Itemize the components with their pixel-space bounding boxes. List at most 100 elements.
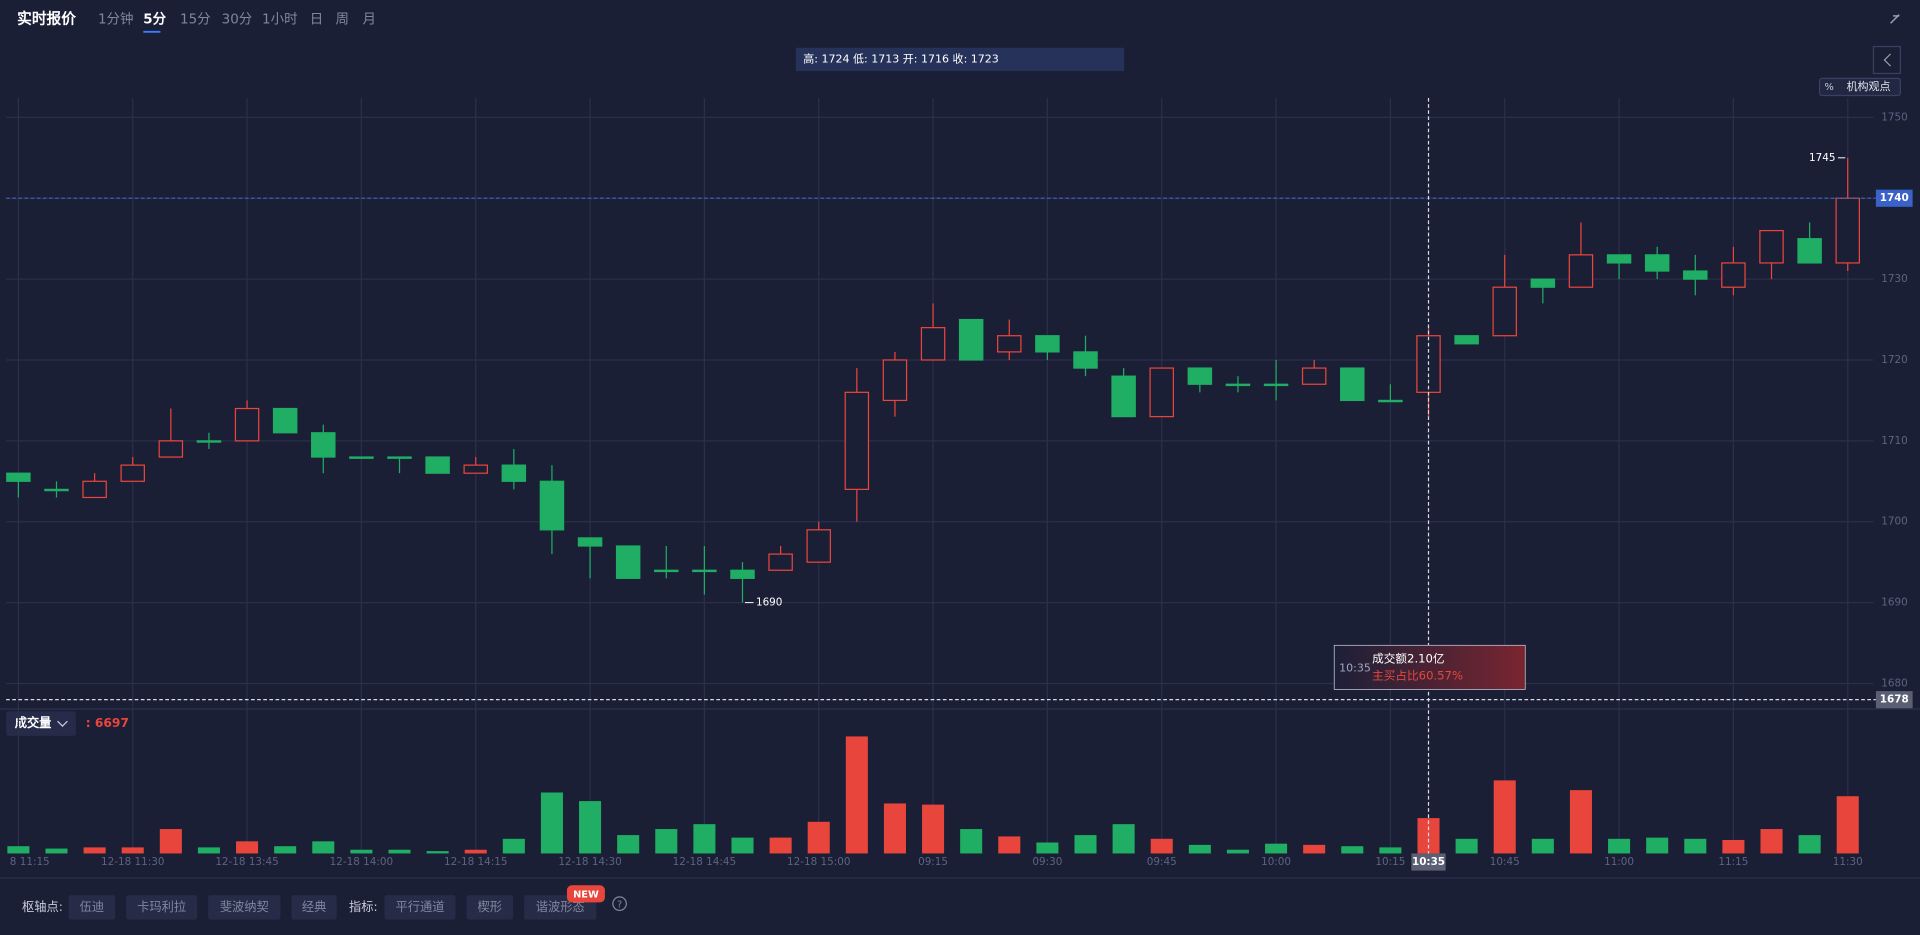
volume-bar xyxy=(83,847,106,854)
candle-body xyxy=(82,480,107,499)
candle-body xyxy=(1759,229,1784,264)
volume-bar xyxy=(159,829,182,854)
candle-body xyxy=(958,318,984,361)
volume-bar xyxy=(769,837,792,854)
candle-body xyxy=(501,464,527,482)
x-tick-label: 11:15 xyxy=(1718,856,1748,868)
x-tick-label: 09:15 xyxy=(918,856,948,868)
volume-bar xyxy=(731,837,754,854)
opinion-button[interactable] xyxy=(1818,77,1901,97)
button-label: 经典 xyxy=(302,900,326,914)
help-icon[interactable] xyxy=(612,896,627,912)
volume-bar xyxy=(845,736,868,854)
toolbar-button[interactable] xyxy=(291,895,337,920)
volume-bar xyxy=(1608,838,1631,854)
period-tab[interactable]: 1小时 xyxy=(262,12,297,28)
candle-body xyxy=(44,488,69,492)
volume-bar xyxy=(998,836,1021,854)
page-title: 实时报价 xyxy=(17,10,76,28)
collapse-icon[interactable] xyxy=(1890,14,1900,24)
chevron-icon xyxy=(1883,53,1892,67)
crosshair-x-label-bg xyxy=(1411,853,1446,871)
volume-bar xyxy=(197,847,220,854)
candle-body xyxy=(1606,254,1632,264)
x-tick-label: 11:30 xyxy=(1833,856,1863,868)
volume-bar xyxy=(236,841,259,854)
pivot-label: 枢轴点: xyxy=(22,899,63,914)
candle-body xyxy=(997,335,1022,353)
button-label: 斐波纳契 xyxy=(220,900,269,914)
x-tick-label: 09:45 xyxy=(1147,856,1177,868)
volume-bar xyxy=(1379,847,1402,854)
toolbar-button[interactable] xyxy=(208,895,281,920)
period-tab[interactable]: 月 xyxy=(362,13,375,28)
y-tick-label: 1730 xyxy=(1881,273,1907,285)
volume-bar xyxy=(617,835,640,854)
side-panel-toggle[interactable] xyxy=(1872,45,1901,75)
tooltip-buy-ratio: 主买占比60.57% xyxy=(1372,668,1463,682)
period-tab[interactable]: 1分钟 xyxy=(98,11,133,28)
candle-body xyxy=(730,569,755,579)
y-tick-label: 1710 xyxy=(1881,435,1907,447)
volume-value: : 6697 xyxy=(86,716,129,730)
button-label: 楔形 xyxy=(478,900,502,914)
min-annotation: 1690 xyxy=(756,597,782,609)
x-tick-label: 8 11:15 xyxy=(10,856,50,868)
candle-body xyxy=(1340,367,1365,402)
new-badge xyxy=(566,885,605,903)
candle-body xyxy=(1035,335,1060,353)
crosshair-price-tag xyxy=(1875,691,1913,709)
candle-body xyxy=(615,545,641,579)
x-tick-label: 10:45 xyxy=(1490,856,1520,868)
period-tab[interactable]: 日 xyxy=(310,13,323,28)
candle-body xyxy=(577,537,603,547)
toolbar-button[interactable] xyxy=(466,895,514,920)
period-tab[interactable]: 30分 xyxy=(222,12,253,28)
button-label: 卡玛利拉 xyxy=(137,899,186,914)
y-tick-label: 1680 xyxy=(1881,677,1907,689)
current-price-tag xyxy=(1875,189,1913,207)
volume-bar xyxy=(883,803,906,854)
candle-body xyxy=(1797,238,1822,264)
candle-body xyxy=(1721,262,1746,288)
plot xyxy=(6,157,1860,854)
volume-bar xyxy=(655,829,678,854)
volume-bar xyxy=(1150,838,1173,854)
toolbar-button[interactable] xyxy=(126,895,198,920)
candle-body xyxy=(882,359,908,402)
volume-selector[interactable] xyxy=(6,711,76,736)
candle-body xyxy=(844,391,870,490)
candle-body xyxy=(425,456,450,474)
toolbar-button[interactable] xyxy=(68,895,116,920)
dropdown-icon xyxy=(57,720,68,727)
volume-bar xyxy=(502,838,525,854)
volume-bar xyxy=(350,849,373,854)
overlay: 10:35174016781745169010:35成交额2.10亿主买占比60… xyxy=(6,97,1913,871)
candle-body xyxy=(1644,254,1670,272)
volume-bar xyxy=(693,824,716,854)
volume-bar xyxy=(540,792,563,854)
period-tab[interactable]: 5分 xyxy=(143,12,166,28)
volume-bar xyxy=(464,849,487,854)
x-tick-label: 12-18 14:00 xyxy=(330,856,393,868)
volume-bar xyxy=(1188,844,1211,854)
candle-body xyxy=(1378,399,1403,403)
tooltip-amount: 成交额2.10亿 xyxy=(1372,651,1444,665)
toolbar-button[interactable] xyxy=(384,895,456,920)
volume-bar xyxy=(426,851,449,854)
volume-bar xyxy=(1646,837,1669,854)
candle-body xyxy=(1683,270,1708,280)
period-tab[interactable]: 周 xyxy=(336,13,349,28)
candle-body xyxy=(196,440,222,443)
ohlc-bar xyxy=(795,47,1125,72)
period-tab[interactable]: 15分 xyxy=(180,12,211,28)
candle-body xyxy=(234,407,260,442)
volume-bar xyxy=(922,804,945,854)
volume-bar xyxy=(1341,846,1364,854)
x-tick-label: 12-18 15:00 xyxy=(787,856,850,868)
volume-bar xyxy=(1226,849,1249,854)
candle-body xyxy=(806,529,831,563)
